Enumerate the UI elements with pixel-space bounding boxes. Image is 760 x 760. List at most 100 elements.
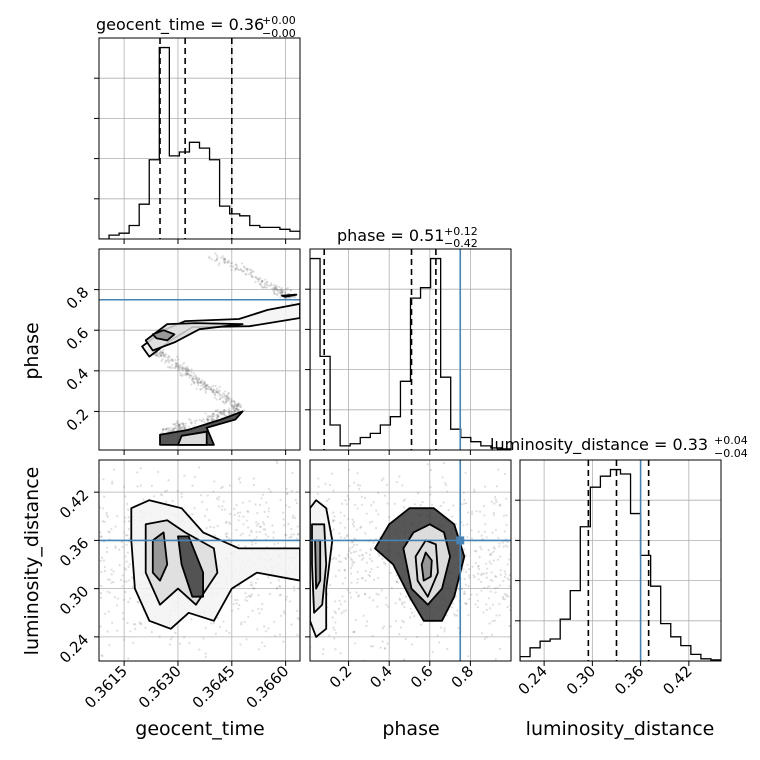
- sample-point: [259, 283, 262, 286]
- sample-point: [106, 578, 109, 581]
- sample-point: [493, 619, 496, 622]
- sample-point: [217, 391, 220, 394]
- sample-point: [215, 259, 218, 262]
- sample-point: [224, 401, 227, 404]
- sample-point: [289, 663, 291, 665]
- sample-point: [168, 356, 171, 359]
- sample-point: [164, 428, 167, 431]
- sample-point: [203, 380, 206, 383]
- sample-point: [214, 393, 217, 397]
- sample-point: [105, 550, 109, 554]
- sample-point: [229, 265, 232, 268]
- sample-point: [332, 431, 334, 433]
- sample-point: [390, 587, 393, 590]
- sample-point: [150, 484, 153, 488]
- axes-frame-geocent_time-phase: [98, 248, 301, 451]
- sample-point: [230, 398, 233, 401]
- sample-point: [218, 394, 221, 397]
- sample-point: [472, 574, 475, 577]
- sample-point: [177, 425, 180, 429]
- sample-point: [332, 528, 335, 531]
- sample-point: [297, 532, 300, 535]
- sample-point: [372, 501, 375, 504]
- sample-point: [213, 534, 216, 537]
- sample-point: [182, 366, 185, 370]
- sample-point: [444, 481, 447, 485]
- sample-point: [367, 573, 370, 577]
- sample-point: [339, 521, 342, 525]
- sample-point: [388, 515, 391, 519]
- sample-point: [205, 526, 208, 530]
- sample-point: [341, 595, 344, 598]
- sample-point: [127, 657, 130, 660]
- sample-point: [221, 400, 225, 404]
- sample-point: [279, 498, 282, 501]
- sample-point: [341, 502, 344, 505]
- sample-point: [483, 637, 486, 641]
- sample-point: [245, 519, 248, 522]
- xtick-label-luminosity_distance-1: 0.30: [563, 662, 599, 698]
- sample-point: [506, 540, 509, 544]
- sample-point: [214, 390, 218, 393]
- sample-point: [251, 275, 254, 278]
- sample-point: [484, 523, 487, 526]
- sample-point: [115, 604, 119, 607]
- ytick-label-luminosity_distance-0: 0.24: [56, 631, 92, 667]
- sample-point: [249, 272, 252, 275]
- sample-point: [107, 610, 110, 613]
- sample-point: [100, 570, 103, 574]
- sample-point: [277, 542, 280, 545]
- sample-point: [125, 568, 128, 571]
- panel-geocent_time-vs-phase: [99, 252, 300, 446]
- sample-point: [122, 611, 125, 615]
- sample-point: [470, 537, 474, 540]
- sample-point: [462, 695, 464, 697]
- sample-point: [137, 601, 140, 604]
- sample-point: [215, 391, 219, 394]
- sample-point: [222, 620, 225, 623]
- sample-point: [254, 581, 258, 585]
- sample-point: [175, 365, 178, 368]
- sample-point: [125, 534, 128, 537]
- sample-point: [185, 373, 189, 376]
- sample-point: [174, 366, 177, 369]
- sample-point: [188, 376, 191, 379]
- sample-point: [466, 523, 469, 526]
- sample-point: [218, 411, 222, 414]
- sample-point: [260, 281, 263, 284]
- sample-point: [279, 593, 282, 596]
- sample-point: [190, 371, 193, 374]
- sample-point: [195, 419, 198, 422]
- sample-point: [222, 500, 225, 503]
- sample-point: [162, 354, 166, 357]
- sample-point: [365, 551, 368, 554]
- sample-point: [273, 286, 276, 289]
- sample-point: [498, 542, 501, 545]
- sample-point: [192, 381, 195, 384]
- sample-point: [185, 369, 188, 373]
- sample-point: [468, 574, 471, 577]
- sample-point: [317, 485, 320, 488]
- sample-point: [503, 570, 506, 573]
- sample-point: [272, 287, 275, 290]
- sample-point: [349, 591, 352, 594]
- sample-point: [481, 537, 484, 541]
- sample-point: [222, 257, 225, 260]
- sample-point: [211, 415, 214, 418]
- sample-point: [468, 576, 471, 579]
- sample-point: [475, 550, 478, 553]
- sample-point: [205, 384, 208, 387]
- sample-point: [186, 369, 190, 372]
- sample-point: [238, 404, 241, 407]
- sample-point: [166, 365, 170, 369]
- sample-point: [501, 597, 505, 600]
- sample-point: [279, 288, 282, 291]
- sample-point: [262, 528, 265, 531]
- sample-point: [264, 278, 267, 281]
- sample-point: [247, 273, 250, 276]
- sample-point: [216, 616, 219, 619]
- sample-point: [246, 269, 249, 272]
- sample-point: [255, 277, 258, 280]
- sample-point: [219, 411, 223, 414]
